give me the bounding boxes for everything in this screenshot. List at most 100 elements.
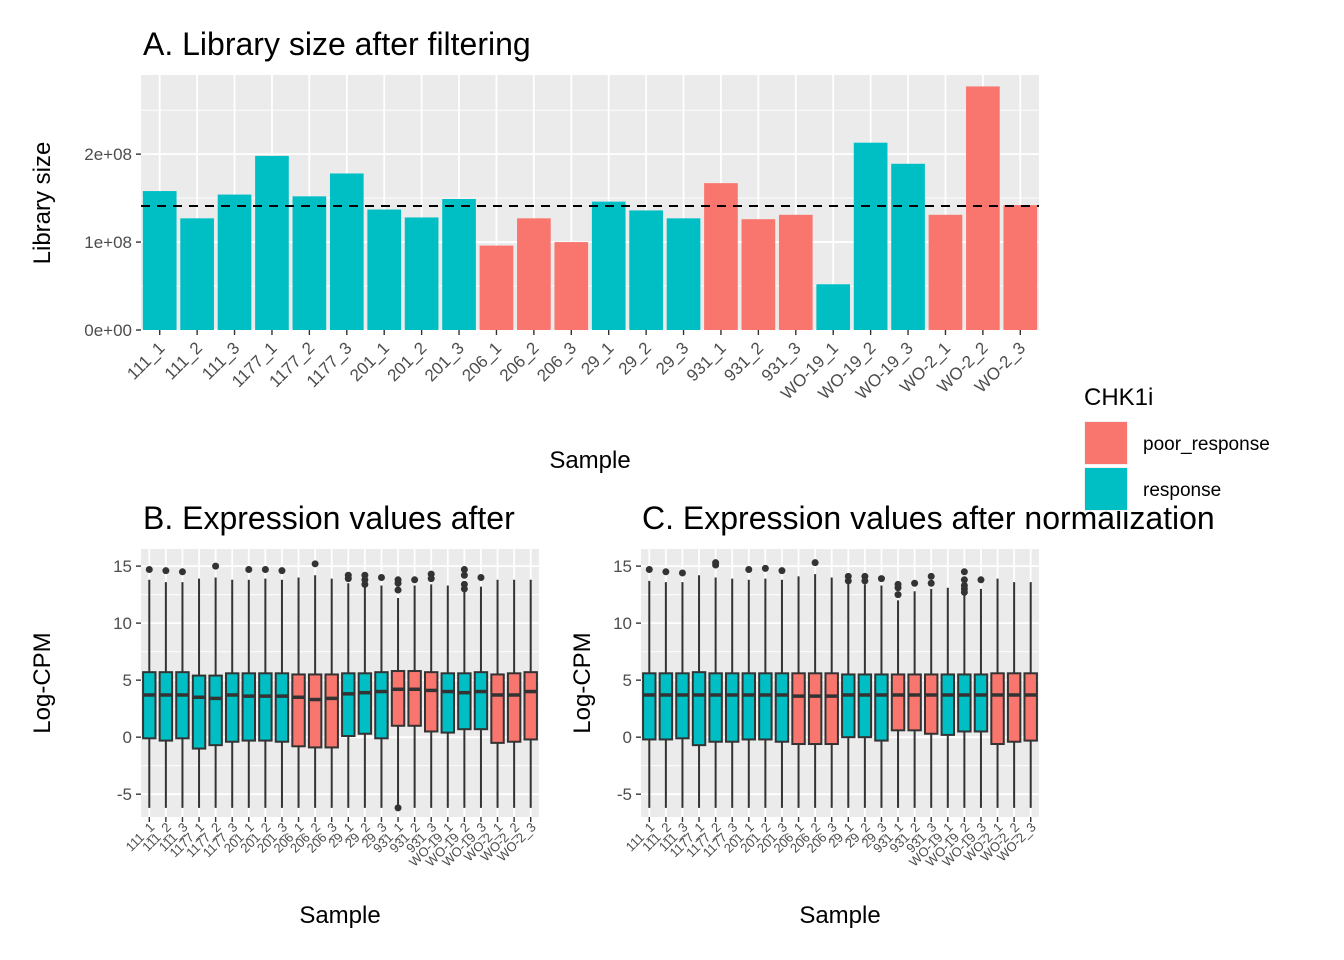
box-201_1 <box>241 566 257 808</box>
outlier-point <box>477 574 485 582</box>
outlier-point <box>427 575 435 583</box>
y-tick-label: 0 <box>123 728 132 747</box>
bar-201_1 <box>367 209 402 330</box>
bar-931_1 <box>704 183 738 330</box>
box-1177_1 <box>691 575 707 808</box>
box-WO-2_2 <box>1006 582 1022 808</box>
x-tick-label: 201_2 <box>384 338 431 385</box>
outlier-point <box>460 571 468 579</box>
box-201_3 <box>774 567 790 808</box>
box-WO-2_2 <box>506 579 522 808</box>
box-body <box>191 674 207 750</box>
legend-swatch-poor_response <box>1085 422 1127 464</box>
y-tick-label: 1e+08 <box>84 233 132 252</box>
x-tick-label: 29_2 <box>615 338 655 378</box>
x-tick-label: 931_2 <box>720 338 767 385</box>
legend-title: CHK1i <box>1084 384 1153 411</box>
box-body <box>258 672 273 742</box>
outlier-point <box>361 580 369 588</box>
box-body <box>642 672 657 741</box>
outlier-point <box>811 559 819 567</box>
box-1177_2 <box>708 559 723 808</box>
outlier-point <box>411 576 419 584</box>
bar-29_3 <box>666 218 701 330</box>
box-body <box>423 671 439 733</box>
box-body <box>440 672 456 734</box>
box-body <box>142 671 157 740</box>
bar-1177_1 <box>255 155 289 330</box>
box-WO-19_2 <box>457 566 472 808</box>
outlier-point <box>844 577 852 585</box>
bar-WO-19_2 <box>853 142 888 330</box>
outlier-point <box>778 567 786 575</box>
box-body <box>208 674 223 747</box>
box-body <box>824 672 839 746</box>
box-body <box>473 671 489 731</box>
box-body <box>274 672 290 743</box>
box-WO-19_2 <box>957 568 972 808</box>
box-body <box>741 672 757 741</box>
box-1177_3 <box>724 578 740 808</box>
box-931_3 <box>923 572 939 808</box>
box-29_1 <box>341 571 356 808</box>
box-body <box>724 672 740 743</box>
y-tick-label: -5 <box>617 785 632 804</box>
outlier-point <box>894 584 902 592</box>
outlier-point <box>645 566 653 574</box>
box-931_1 <box>890 580 906 808</box>
legend-label: poor_response <box>1143 434 1270 455</box>
outlier-point <box>927 579 935 587</box>
box-WO-2_1 <box>490 579 505 808</box>
box-body <box>357 672 373 735</box>
box-201_1 <box>741 566 757 808</box>
box-body <box>774 672 790 743</box>
x-axis-title: Sample <box>299 902 380 929</box>
y-axis-title: Log-CPM <box>569 632 596 733</box>
outlier-point <box>162 567 170 575</box>
outlier-point <box>344 575 352 583</box>
box-206_1 <box>791 576 806 808</box>
box-111_1 <box>142 566 157 808</box>
box-body <box>341 672 356 738</box>
outlier-point <box>712 561 720 569</box>
bar-111_1 <box>142 191 177 330</box>
outlier-point <box>861 577 869 585</box>
box-body <box>658 672 674 741</box>
box-body <box>973 673 989 733</box>
bar-29_1 <box>591 201 626 330</box>
x-tick-label: 206_2 <box>496 338 543 385</box>
box-931_3 <box>423 570 439 808</box>
box-body <box>241 672 257 742</box>
box-29_3 <box>374 574 389 808</box>
box-1177_3 <box>224 579 240 808</box>
box-WO-2_3 <box>523 579 538 808</box>
panel-a: 0e+001e+082e+08111_1111_2111_31177_11177… <box>29 26 1039 474</box>
plot-background <box>141 549 539 817</box>
box-29_2 <box>857 572 873 808</box>
box-body <box>307 673 323 749</box>
box-WO-19_1 <box>440 585 456 808</box>
bar-WO-19_1 <box>816 284 851 330</box>
y-axis-title: Log-CPM <box>29 632 56 733</box>
x-tick-label: 201_1 <box>346 338 393 385</box>
box-body <box>857 673 873 739</box>
y-tick-label: 0e+00 <box>84 321 132 340</box>
box-931_2 <box>907 579 922 808</box>
bar-206_1 <box>479 245 514 330</box>
box-body <box>224 672 240 743</box>
outlier-point <box>394 579 402 587</box>
y-tick-label: 10 <box>613 614 632 633</box>
box-29_3 <box>874 575 889 808</box>
y-tick-label: -5 <box>117 785 132 804</box>
bar-WO-2_1 <box>928 214 963 330</box>
outlier-point <box>261 566 269 574</box>
box-body <box>675 672 690 740</box>
bar-206_2 <box>517 218 551 330</box>
box-body <box>490 673 505 744</box>
box-body <box>1023 672 1038 742</box>
y-tick-label: 10 <box>113 614 132 633</box>
outlier-point <box>377 574 385 582</box>
bar-111_3 <box>217 194 252 330</box>
box-body <box>923 673 939 735</box>
y-tick-label: 15 <box>113 557 132 576</box>
